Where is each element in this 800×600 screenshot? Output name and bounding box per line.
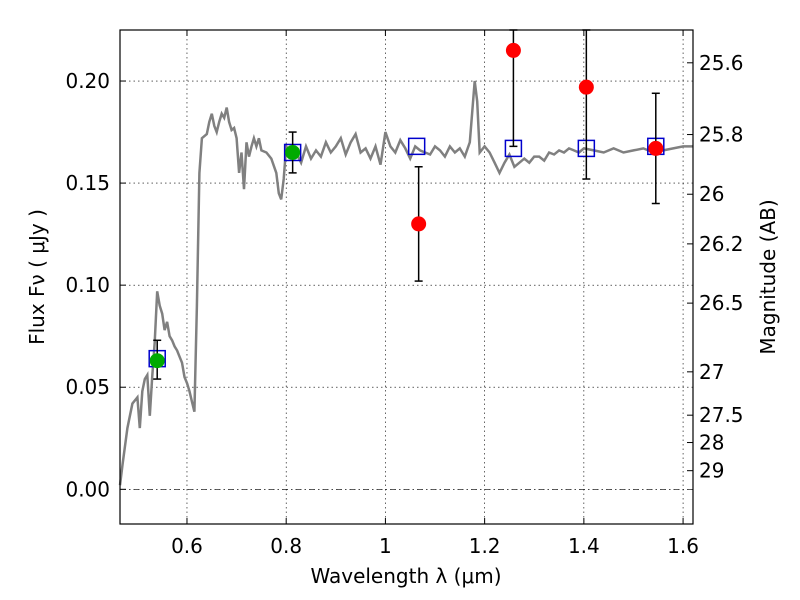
x-tick-label: 0.8 (270, 534, 302, 558)
magnitude-tick-label: 25.6 (699, 51, 744, 75)
y-tick-label: 0.20 (65, 69, 110, 93)
magnitude-axis-ticks: 25.6 25.8 26 26.2 26.5 27 27.5 28 29 (687, 51, 744, 483)
model-spectrum-line (118, 80, 693, 486)
x-axis-title: Wavelength λ (μm) (310, 564, 501, 588)
observed-point (578, 79, 594, 95)
magnitude-tick-label: 28 (699, 431, 724, 455)
model-photometry-square (407, 137, 426, 156)
y-tick-label: 0.15 (65, 171, 110, 195)
y-tick-label: 0.05 (65, 375, 110, 399)
x-tick-label: 1.6 (667, 534, 699, 558)
x-tick-label: 1.4 (568, 534, 600, 558)
magnitude-tick-label: 27.5 (699, 403, 744, 427)
x-tick-label: 1 (379, 534, 392, 558)
magnitude-axis-title: Magnitude (AB) (756, 199, 780, 354)
plot-background (120, 30, 693, 524)
magnitude-tick-label: 25.8 (699, 123, 744, 147)
detection-point (285, 144, 301, 160)
y-tick-label: 0.00 (65, 477, 110, 501)
plot-frame (119, 29, 694, 525)
x-tick-label: 1.2 (469, 534, 501, 558)
magnitude-tick-label: 27 (699, 360, 724, 384)
magnitude-tick-label: 29 (699, 459, 724, 483)
x-tick-label: 0.6 (171, 534, 203, 558)
magnitude-tick-label: 26 (699, 182, 724, 206)
observed-point (648, 140, 664, 156)
observed-point (411, 216, 427, 232)
observed-point (505, 42, 521, 58)
photometry-markers (148, 29, 665, 380)
detection-point (149, 353, 165, 369)
magnitude-tick-label: 26.2 (699, 232, 744, 256)
y-tick-label: 0.10 (65, 273, 110, 297)
y-axis-ticks: 0.00 0.05 0.10 0.15 0.20 (65, 69, 126, 501)
magnitude-tick-label: 26.5 (699, 291, 744, 315)
y-axis-title: Flux Fν ( μJy ) (25, 209, 49, 345)
x-axis-ticks: 0.6 0.8 1 1.2 1.4 1.6 (171, 30, 699, 558)
